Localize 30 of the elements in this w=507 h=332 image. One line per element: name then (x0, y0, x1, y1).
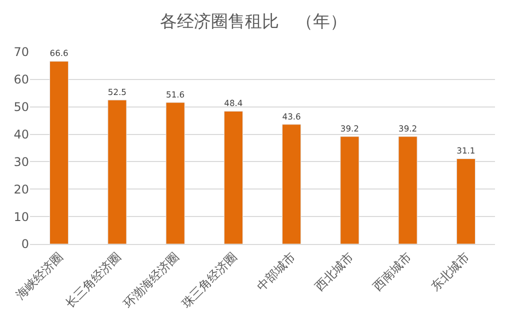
x-tick-label: 中部城市 (254, 250, 298, 294)
bar (224, 111, 243, 244)
y-tick-label: 50 (14, 100, 29, 114)
x-tick-label: 西南城市 (370, 250, 414, 294)
y-tick-label: 60 (14, 72, 29, 87)
y-tick-label: 40 (14, 127, 29, 142)
data-label: 52.5 (108, 86, 126, 97)
y-tick-label: 0 (21, 237, 29, 252)
data-label: 31.1 (456, 146, 476, 156)
bar (456, 158, 476, 244)
data-label: 43.6 (282, 111, 301, 122)
y-tick-label: 10 (14, 210, 29, 224)
data-label: 66.6 (50, 48, 68, 58)
data-label: 39.2 (398, 123, 418, 134)
bar (282, 124, 302, 244)
bar (108, 100, 127, 244)
y-tick-label: 70 (14, 45, 29, 60)
y-tick-label: 30 (14, 154, 29, 169)
bar (398, 136, 418, 244)
bar (340, 136, 360, 244)
bar (166, 102, 185, 244)
data-label: 51.6 (166, 89, 185, 100)
x-tick-label: 西北城市 (312, 250, 356, 294)
bar (50, 61, 69, 244)
y-tick-label: 20 (14, 182, 29, 196)
x-tick-label: 海峡经济圈 (13, 250, 66, 302)
data-label: 48.4 (224, 98, 243, 108)
x-tick-label: 东北城市 (428, 250, 472, 294)
data-label: 39.2 (340, 123, 359, 134)
chart-title: 各经济圈售租比 （年） (160, 12, 347, 32)
